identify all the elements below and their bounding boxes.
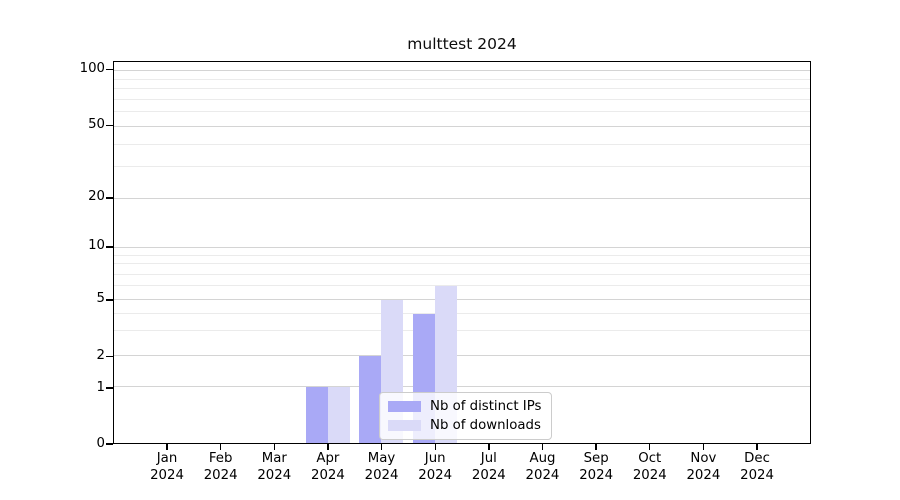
y-tick-mark: [106, 246, 113, 248]
x-tick-year: 2024: [740, 468, 774, 483]
x-tick-label: Mar 2024: [242, 450, 306, 484]
chart-title: multtest 2024: [407, 35, 517, 53]
minor-gridline: [114, 111, 810, 113]
x-tick-label: Sep 2024: [564, 450, 628, 484]
y-tick-label: 20: [88, 189, 105, 205]
x-tick-month: Dec: [744, 451, 770, 466]
x-tick-label: Jan 2024: [135, 450, 199, 484]
gridlines-layer: [114, 62, 810, 443]
x-tick-year: 2024: [632, 468, 667, 483]
x-tick-year: 2024: [471, 468, 506, 483]
x-tick-year: 2024: [364, 468, 399, 483]
legend-label-downloads: Nb of downloads: [430, 418, 541, 433]
x-tick-label: Feb 2024: [189, 450, 253, 484]
x-tick-month: Jan: [156, 451, 178, 466]
bar-distinct-ips: [305, 387, 328, 443]
x-tick-label: May 2024: [350, 450, 414, 484]
legend-item-downloads: Nb of downloads: [388, 418, 541, 433]
minor-gridline: [114, 312, 810, 314]
legend-swatch-downloads: [388, 420, 421, 431]
minor-gridline: [114, 143, 810, 145]
x-tick-month: Feb: [208, 451, 233, 466]
x-tick-month: Nov: [690, 451, 717, 466]
x-tick-label: Oct 2024: [618, 450, 682, 484]
x-tick-mark: [219, 444, 222, 450]
major-gridline: [114, 246, 810, 248]
x-tick-label: Aug 2024: [510, 450, 574, 484]
x-tick-mark: [649, 444, 651, 450]
x-tick-label: Jul 2024: [457, 450, 521, 484]
x-tick-year: 2024: [310, 468, 345, 483]
x-tick-label: Dec 2024: [725, 450, 789, 484]
y-tick-mark: [106, 299, 113, 301]
plot-area: [113, 61, 811, 444]
major-gridline: [114, 70, 810, 72]
minor-gridline: [114, 88, 810, 90]
bar-downloads: [327, 387, 350, 443]
x-tick-label: Apr 2024: [296, 450, 360, 484]
minor-gridline: [114, 78, 810, 80]
y-tick-label: 1: [96, 379, 105, 395]
x-tick-year: 2024: [686, 468, 721, 483]
y-tick-label: 10: [88, 238, 105, 254]
bars-layer: [114, 62, 810, 443]
y-tick-label: 100: [79, 61, 105, 76]
x-tick-mark: [327, 444, 329, 450]
legend: Nb of distinct IPs Nb of downloads: [379, 392, 553, 440]
major-gridline: [114, 386, 810, 388]
major-gridline: [114, 299, 810, 301]
minor-gridline: [114, 166, 810, 168]
minor-gridline: [114, 254, 810, 256]
x-tick-month: Sep: [583, 451, 609, 466]
x-tick-mark: [488, 444, 490, 450]
legend-swatch-distinct-ips: [388, 401, 421, 412]
y-tick-mark: [106, 124, 113, 127]
x-tick-month: Jun: [424, 451, 446, 466]
major-gridline: [114, 355, 810, 357]
x-tick-year: 2024: [203, 468, 238, 483]
x-tick-year: 2024: [579, 468, 614, 483]
legend-label-distinct-ips: Nb of distinct IPs: [430, 399, 542, 414]
x-tick-month: Aug: [529, 451, 556, 466]
x-tick-mark: [380, 444, 383, 450]
x-tick-mark: [702, 444, 705, 450]
bar-distinct-ips: [359, 356, 382, 443]
minor-gridline: [114, 99, 810, 101]
x-tick-mark: [434, 444, 436, 450]
minor-gridline: [114, 285, 810, 287]
y-tick-mark: [106, 197, 113, 199]
minor-gridline: [114, 263, 810, 265]
x-tick-mark: [595, 444, 597, 450]
x-tick-month: Jul: [480, 451, 497, 466]
major-gridline: [114, 197, 810, 199]
x-tick-label: Nov 2024: [671, 450, 735, 484]
x-tick-year: 2024: [525, 468, 560, 483]
x-tick-year: 2024: [150, 468, 184, 483]
y-tick-mark: [106, 355, 113, 358]
x-tick-mark: [756, 444, 758, 450]
x-tick-label: Jun 2024: [403, 450, 467, 484]
major-gridline: [114, 125, 810, 127]
y-tick-label: 0: [96, 435, 105, 451]
x-tick-month: Mar: [261, 451, 287, 466]
minor-gridline: [114, 273, 810, 275]
x-tick-year: 2024: [257, 468, 292, 483]
y-tick-label: 2: [96, 347, 105, 363]
y-tick-label: 50: [88, 116, 105, 132]
x-tick-month: Oct: [638, 451, 662, 466]
y-tick-mark: [106, 387, 113, 389]
y-tick-label: 5: [96, 291, 105, 307]
x-tick-month: Apr: [316, 451, 340, 466]
x-tick-month: May: [367, 451, 396, 466]
x-tick-mark: [166, 444, 168, 450]
y-tick-mark: [106, 443, 113, 445]
legend-item-distinct-ips: Nb of distinct IPs: [388, 399, 541, 414]
y-tick-mark: [106, 68, 113, 71]
x-tick-year: 2024: [418, 468, 453, 483]
x-tick-mark: [273, 444, 275, 450]
minor-gridline: [114, 330, 810, 332]
x-tick-mark: [541, 444, 544, 450]
